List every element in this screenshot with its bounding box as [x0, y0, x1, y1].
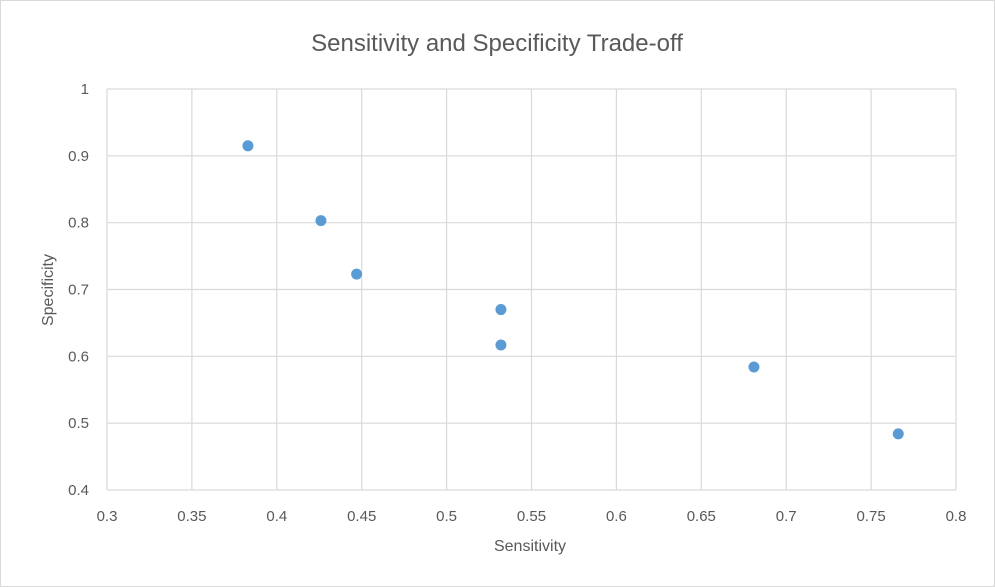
y-tick-label: 0.4 [68, 482, 89, 499]
chart-title: Sensitivity and Specificity Trade-off [311, 30, 683, 57]
x-tick-label: 0.3 [97, 508, 118, 525]
x-tick-label: 0.45 [347, 508, 376, 525]
x-tick-label: 0.5 [436, 508, 457, 525]
data-point [242, 140, 254, 152]
x-tick-label: 0.4 [266, 508, 287, 525]
y-tick-label: 0.8 [68, 215, 89, 232]
x-tick-label: 0.6 [606, 508, 627, 525]
x-tick-label: 0.35 [177, 508, 206, 525]
x-axis-title: Sensitivity [494, 538, 566, 555]
gridlines [106, 88, 957, 491]
data-points [242, 140, 904, 440]
x-tick-label: 0.7 [776, 508, 797, 525]
data-point [495, 304, 507, 316]
data-point [495, 339, 507, 351]
data-point [892, 428, 904, 440]
x-tick-label: 0.8 [946, 508, 967, 525]
y-tick-label: 1 [81, 81, 89, 98]
x-tick-label: 0.65 [687, 508, 716, 525]
y-tick-label: 0.9 [68, 148, 89, 165]
data-point [748, 361, 760, 373]
y-tick-label: 0.6 [68, 348, 89, 365]
tick-labels: 0.3 0.35 0.4 0.45 0.5 0.55 0.6 0.65 0.7 0.75 0.8 0.… [68, 81, 966, 525]
y-axis-title: Specificity [40, 254, 57, 326]
x-tick-label: 0.55 [517, 508, 546, 525]
y-tick-label: 0.5 [68, 415, 89, 432]
data-point [315, 215, 327, 227]
data-point [351, 268, 363, 280]
y-tick-label: 0.7 [68, 282, 89, 299]
x-tick-label: 0.75 [856, 508, 885, 525]
